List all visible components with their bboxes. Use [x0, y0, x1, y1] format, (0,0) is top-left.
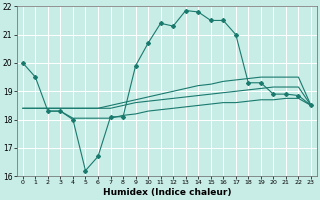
X-axis label: Humidex (Indice chaleur): Humidex (Indice chaleur): [103, 188, 231, 197]
